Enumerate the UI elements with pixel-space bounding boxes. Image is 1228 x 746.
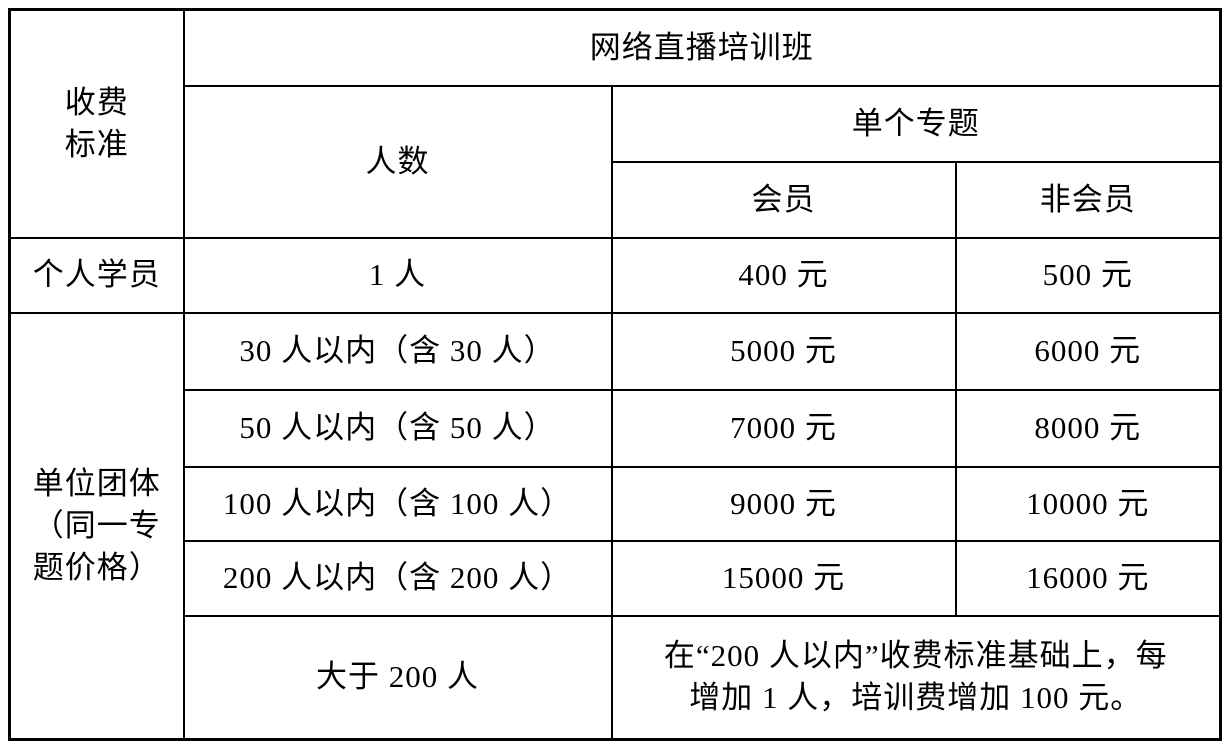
group-category-label: 单位团体 （同一专 题价格） — [8, 311, 185, 741]
group-member-price-30-cell: 5000 元 — [610, 311, 957, 391]
header-row-2: 人数 单个专题 — [10, 84, 1222, 239]
group-member-price-100-cell: 9000 元 — [610, 465, 957, 542]
group-people-200-cell: 200 人以内（含 200 人） — [182, 539, 613, 617]
group-non-member-price-30-cell: 6000 元 — [954, 311, 1222, 391]
group-non-member-price-100-cell: 10000 元 — [954, 465, 1222, 542]
fee-standard-header: 收费 标准 — [8, 8, 185, 239]
individual-category-label: 个人学员 — [8, 236, 185, 314]
single-topic-header: 单个专题 — [610, 84, 1222, 163]
group-people-30-cell: 30 人以内（含 30 人） — [182, 311, 613, 391]
pricing-table: 收费 标准 网络直播培训班 人数 单个专题 会员 非会员 个人学员 1 人 40… — [8, 8, 1222, 741]
group-member-price-200-cell: 15000 元 — [610, 539, 957, 617]
group-non-member-price-200-cell: 16000 元 — [954, 539, 1222, 617]
group-member-price-50-cell: 7000 元 — [610, 388, 957, 468]
group-row-100: 100 人以内（含 100 人） 9000 元 10000 元 — [10, 465, 1222, 542]
individual-row: 个人学员 1 人 400 元 500 元 — [8, 236, 1222, 314]
people-count-header: 人数 — [182, 84, 613, 239]
header-row-3: 会员 非会员 — [10, 160, 1222, 239]
group-row-50: 50 人以内（含 50 人） 7000 元 8000 元 — [10, 388, 1222, 468]
group-people-100-cell: 100 人以内（含 100 人） — [182, 465, 613, 542]
individual-non-member-price-cell: 500 元 — [954, 236, 1222, 314]
individual-member-price-cell: 400 元 — [610, 236, 957, 314]
over-200-note-cell: 在“200 人以内”收费标准基础上，每 增加 1 人，培训费增加 100 元。 — [610, 614, 1222, 741]
group-row-30: 单位团体 （同一专 题价格） 30 人以内（含 30 人） 5000 元 600… — [8, 311, 1222, 741]
group-people-50-cell: 50 人以内（含 50 人） — [182, 388, 613, 468]
non-member-header: 非会员 — [954, 160, 1222, 239]
group-non-member-price-50-cell: 8000 元 — [954, 388, 1222, 468]
group-row-over-200: 大于 200 人 在“200 人以内”收费标准基础上，每 增加 1 人，培训费增… — [10, 614, 1222, 741]
header-row-1: 收费 标准 网络直播培训班 — [8, 8, 1222, 239]
group-row-200: 200 人以内（含 200 人） 15000 元 16000 元 — [10, 539, 1222, 617]
individual-people-cell: 1 人 — [182, 236, 613, 314]
class-title-header: 网络直播培训班 — [182, 8, 1222, 87]
over-200-people-cell: 大于 200 人 — [182, 614, 613, 741]
member-header: 会员 — [610, 160, 957, 239]
